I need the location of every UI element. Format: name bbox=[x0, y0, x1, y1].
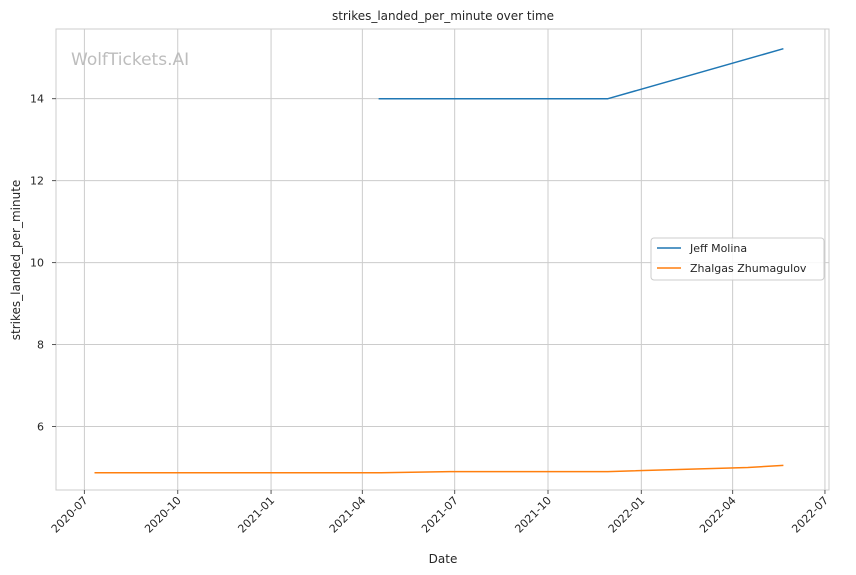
y-tick-label: 6 bbox=[37, 420, 44, 433]
x-tick-label: 2020-10 bbox=[142, 494, 184, 536]
x-axis-ticks: 2020-07 2020-10 2021-01 2021-04 2021-07 2021-… bbox=[49, 490, 831, 536]
legend-box bbox=[650, 237, 825, 281]
y-tick-label: 8 bbox=[37, 339, 44, 352]
legend-entry-jeff-molina: Jeff Molina bbox=[689, 242, 747, 255]
y-tick-label: 12 bbox=[30, 175, 44, 188]
y-tick-label: 10 bbox=[30, 257, 44, 270]
x-tick-label: 2020-07 bbox=[49, 494, 91, 536]
y-axis-label: strikes_landed_per_minute bbox=[9, 180, 23, 341]
legend-entry-zhalgas-zhumagulov: Zhalgas Zhumagulov bbox=[690, 262, 807, 275]
x-axis-label: Date bbox=[429, 552, 458, 566]
x-tick-label: 2021-10 bbox=[512, 494, 554, 536]
x-tick-label: 2021-04 bbox=[327, 494, 369, 536]
x-tick-label: 2021-07 bbox=[419, 494, 461, 536]
series-line-zhalgas-zhumagulov bbox=[94, 464, 784, 474]
y-tick-label: 14 bbox=[30, 93, 44, 106]
watermark: WolfTickets.AI bbox=[71, 50, 189, 70]
x-tick-label: 2022-01 bbox=[606, 494, 648, 536]
chart-title: strikes_landed_per_minute over time bbox=[332, 9, 554, 23]
x-tick-label: 2022-04 bbox=[697, 494, 739, 536]
series-layer bbox=[94, 47, 784, 474]
x-tick-label: 2021-01 bbox=[235, 494, 277, 536]
legend: Jeff Molina Zhalgas Zhumagulov bbox=[650, 237, 825, 281]
x-tick-label: 2022-07 bbox=[789, 494, 831, 536]
y-axis-ticks: 6 8 10 12 14 bbox=[30, 93, 56, 433]
plot-area-frame bbox=[55, 28, 830, 491]
series-line-jeff-molina bbox=[378, 47, 784, 100]
